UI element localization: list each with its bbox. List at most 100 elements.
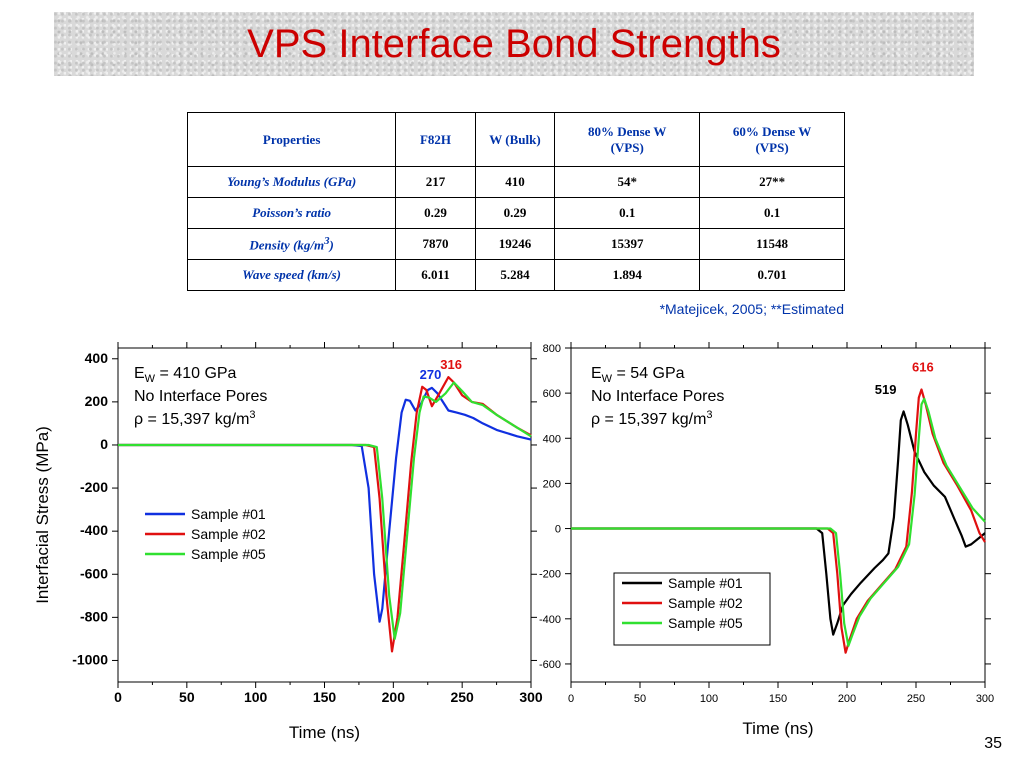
x-tick-label: 0 — [114, 689, 122, 705]
row-label-end: ) — [329, 237, 334, 253]
annotation-e: E — [134, 365, 145, 382]
x-tick-label: 100 — [700, 693, 718, 705]
table-cell: 11548 — [699, 228, 845, 260]
peak-label: 270 — [420, 367, 442, 382]
header-80-line1: 80% Dense W — [587, 123, 667, 139]
y-tick-label: 200 — [543, 478, 561, 490]
x-axis-label: Time (ns) — [742, 719, 813, 738]
legend-box — [613, 572, 771, 646]
x-tick-label: 300 — [519, 689, 543, 705]
annotation-density: ρ = 15,397 kg/m3 — [134, 409, 256, 428]
table-footnote: *Matejicek, 2005; **Estimated — [659, 301, 844, 317]
y-tick-label: 0 — [100, 436, 108, 452]
peak-label: 519 — [875, 382, 897, 397]
series-line-sample-05 — [571, 397, 986, 647]
row-label: Poisson’s ratio — [186, 197, 397, 229]
annotation-modulus: EW = 410 GPa — [134, 365, 237, 385]
y-tick-label: -200 — [80, 479, 108, 495]
annotation-pores: No Interface Pores — [591, 388, 724, 405]
legend-label: Sample #05 — [668, 615, 743, 631]
row-label-sup: 3 — [324, 234, 330, 247]
x-tick-label: 200 — [382, 689, 406, 705]
table-cell: 217 — [395, 166, 476, 198]
annotation-density-sup: 3 — [706, 409, 712, 421]
annotation-density: ρ = 15,397 kg/m3 — [591, 409, 713, 428]
header-60-line1: 60% Dense W — [732, 123, 812, 139]
x-tick-label: 50 — [179, 689, 195, 705]
header-f82h: F82H — [395, 112, 476, 167]
x-axis-label: Time (ns) — [289, 723, 360, 742]
series-line-sample-02 — [571, 388, 986, 654]
x-tick-label: 150 — [769, 693, 787, 705]
table-row: Poisson’s ratio 0.29 0.29 0.1 0.1 — [186, 197, 845, 229]
table-row: Wave speed (km/s) 6.011 5.284 1.894 0.70… — [186, 259, 845, 291]
page-number: 35 — [984, 735, 1002, 752]
row-label: Wave speed (km/s) — [186, 259, 397, 291]
legend-label: Sample #02 — [191, 526, 266, 542]
table-header-row: Properties F82H W (Bulk) 80% Dense W (VP… — [186, 112, 845, 167]
peak-label: 616 — [912, 360, 934, 375]
y-tick-label: -600 — [539, 659, 561, 671]
table-cell: 0.701 — [699, 259, 845, 291]
row-label-text: Density (kg/m — [249, 237, 325, 253]
peak-label: 316 — [440, 357, 462, 372]
y-tick-label: -1000 — [72, 651, 108, 667]
y-tick-label: -800 — [80, 608, 108, 624]
legend-label: Sample #05 — [191, 546, 266, 562]
y-tick-label: -200 — [539, 569, 561, 581]
x-tick-label: 100 — [244, 689, 268, 705]
y-tick-label: -600 — [80, 565, 108, 581]
table-cell: 5.284 — [474, 259, 556, 291]
table-cell: 0.1 — [699, 197, 845, 229]
annotation-w-sub: W — [602, 373, 613, 385]
table-row: Young’s Modulus (GPa) 217 410 54* 27** — [186, 166, 845, 198]
table-cell: 6.011 — [395, 259, 476, 291]
title-band — [54, 12, 974, 76]
y-axis-label: Interfacial Stress (MPa) — [33, 426, 52, 604]
x-tick-label: 150 — [313, 689, 337, 705]
legend-label: Sample #02 — [668, 595, 743, 611]
y-tick-label: 800 — [543, 343, 561, 355]
table-cell: 410 — [474, 166, 556, 198]
x-tick-label: 50 — [634, 693, 646, 705]
table-cell: 7870 — [395, 228, 476, 260]
y-tick-label: 400 — [543, 433, 561, 445]
y-tick-label: 200 — [85, 393, 109, 409]
series-line-sample-01 — [571, 410, 986, 636]
slide-title: VPS Interface Bond Strengths — [247, 22, 781, 66]
table-cell: 27** — [699, 166, 845, 198]
annotation-pores: No Interface Pores — [134, 388, 267, 405]
x-tick-label: 0 — [568, 693, 574, 705]
y-tick-label: 400 — [85, 350, 109, 366]
legend-label: Sample #01 — [191, 506, 266, 522]
annotation-density-text: ρ = 15,397 kg/m — [591, 411, 706, 428]
header-60-line2: (VPS) — [755, 139, 789, 155]
table-cell: 15397 — [554, 228, 701, 260]
annotation-density-text: ρ = 15,397 kg/m — [134, 411, 249, 428]
x-tick-label: 250 — [450, 689, 474, 705]
annotation-modulus: EW = 54 GPa — [591, 365, 685, 385]
table-cell: 0.1 — [554, 197, 701, 229]
x-tick-label: 200 — [838, 693, 856, 705]
y-tick-label: 600 — [543, 388, 561, 400]
y-tick-label: 0 — [555, 524, 561, 536]
header-80-line2: (VPS) — [610, 139, 644, 155]
y-tick-label: -400 — [80, 522, 108, 538]
legend-label: Sample #01 — [668, 575, 743, 591]
annotation-value: = 54 GPa — [612, 365, 685, 382]
table-cell: 0.29 — [474, 197, 556, 229]
x-tick-label: 250 — [907, 693, 925, 705]
annotation-value: = 410 GPa — [155, 365, 236, 382]
annotation-density-sup: 3 — [249, 409, 255, 421]
row-label: Young’s Modulus (GPa) — [186, 166, 397, 198]
table-cell: 1.894 — [554, 259, 701, 291]
y-tick-label: -400 — [539, 614, 561, 626]
properties-table: Properties F82H W (Bulk) 80% Dense W (VP… — [186, 112, 845, 291]
series-line-sample-05 — [118, 381, 532, 640]
header-properties: Properties — [186, 112, 397, 167]
header-60-dense-w: 60% Dense W (VPS) — [699, 112, 845, 167]
annotation-e: E — [591, 365, 602, 382]
annotation-w-sub: W — [145, 373, 156, 385]
